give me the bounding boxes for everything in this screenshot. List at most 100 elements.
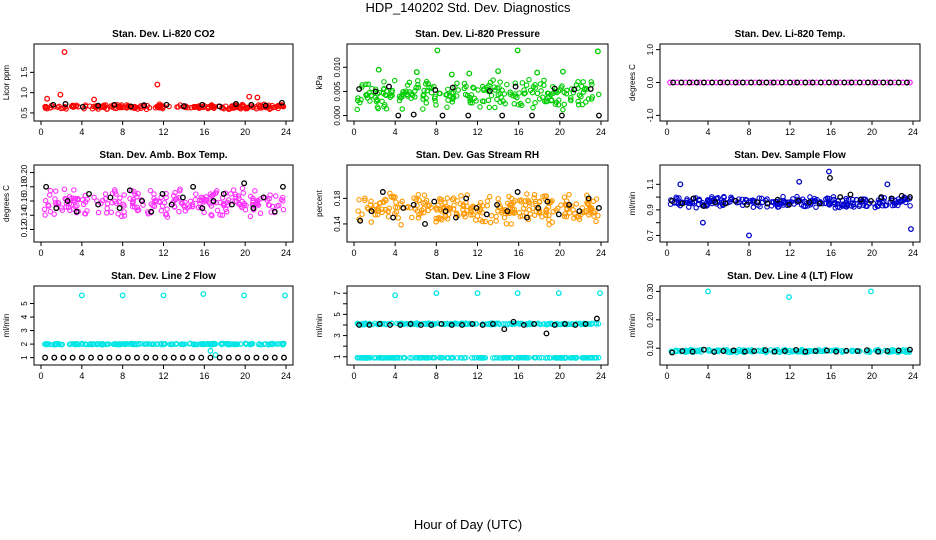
data-point xyxy=(827,174,833,181)
data-point xyxy=(241,292,248,299)
data-point xyxy=(477,355,483,361)
data-point xyxy=(511,101,517,107)
data-point xyxy=(217,199,224,206)
data-point xyxy=(66,341,73,348)
data-point xyxy=(906,346,913,353)
data-point xyxy=(484,84,490,91)
data-point xyxy=(462,91,469,98)
data-point xyxy=(412,94,418,100)
data-point xyxy=(386,355,392,361)
data-point xyxy=(450,195,457,201)
data-point xyxy=(504,81,510,88)
data-point xyxy=(368,208,375,215)
data-point xyxy=(499,208,505,214)
x-tick-label: 8 xyxy=(746,127,751,137)
data-point xyxy=(705,288,711,295)
y-tick-label: 0.14 xyxy=(20,207,29,223)
data-point xyxy=(741,348,748,355)
x-tick-label: 0 xyxy=(38,371,43,381)
data-point xyxy=(492,104,498,111)
data-point xyxy=(826,79,832,86)
data-point xyxy=(71,198,78,204)
data-point xyxy=(373,98,380,105)
data-point xyxy=(473,205,480,211)
data-point xyxy=(422,199,428,205)
data-point xyxy=(506,193,512,200)
data-point xyxy=(410,111,417,118)
data-point xyxy=(724,79,731,86)
data-point xyxy=(843,347,850,354)
data-point xyxy=(455,87,462,93)
x-tick-label: 24 xyxy=(908,127,918,137)
data-point xyxy=(501,326,508,333)
data-point xyxy=(433,218,439,225)
data-point xyxy=(416,354,423,361)
x-tick-label: 12 xyxy=(785,371,795,381)
data-point xyxy=(445,86,451,93)
data-point xyxy=(212,351,219,358)
data-point xyxy=(387,322,393,328)
data-point xyxy=(532,85,539,91)
data-point xyxy=(158,341,165,348)
data-point xyxy=(73,208,80,215)
x-tick-label: 24 xyxy=(908,371,918,381)
data-point xyxy=(236,195,242,202)
data-point xyxy=(796,178,803,185)
x-tick-label: 20 xyxy=(240,127,250,137)
data-point xyxy=(68,103,75,110)
chart-title: Stan. Dev. Li-820 CO2 xyxy=(112,29,215,40)
data-point xyxy=(522,202,529,209)
data-point xyxy=(514,290,521,297)
data-point xyxy=(812,348,819,355)
data-point xyxy=(199,101,206,108)
data-point xyxy=(132,191,138,197)
data-point xyxy=(796,348,802,354)
data-point xyxy=(163,211,170,218)
data-point xyxy=(127,195,133,202)
data-point xyxy=(466,70,473,77)
data-point xyxy=(563,213,570,220)
x-axis-label: Hour of Day (UTC) xyxy=(413,517,523,532)
data-point xyxy=(159,190,166,197)
data-point xyxy=(413,85,419,91)
data-point xyxy=(493,213,499,220)
data-point xyxy=(203,341,210,347)
data-point xyxy=(151,191,157,197)
data-point xyxy=(448,71,455,78)
x-tick-label: 16 xyxy=(199,127,209,137)
data-point xyxy=(413,69,420,76)
data-point xyxy=(53,188,59,194)
y-tick-label: 5 xyxy=(333,312,342,317)
data-point xyxy=(507,91,513,97)
data-point xyxy=(512,83,519,90)
data-point xyxy=(872,79,879,86)
data-point xyxy=(813,204,819,210)
data-point xyxy=(53,205,60,212)
data-point xyxy=(895,347,902,354)
data-point xyxy=(776,204,782,210)
data-point xyxy=(375,66,382,73)
data-point xyxy=(91,194,97,201)
data-point xyxy=(686,79,693,86)
data-point xyxy=(528,321,534,328)
data-point xyxy=(225,354,232,361)
data-point xyxy=(677,181,684,188)
data-point xyxy=(535,205,542,211)
data-point xyxy=(689,348,696,355)
data-point xyxy=(80,201,87,208)
data-point xyxy=(444,195,451,201)
data-point xyxy=(220,340,226,347)
data-point xyxy=(359,211,365,218)
data-point xyxy=(548,199,554,205)
x-tick-label: 8 xyxy=(120,127,125,137)
data-point xyxy=(787,79,793,86)
data-point xyxy=(711,348,718,355)
data-point xyxy=(59,341,65,348)
data-point xyxy=(467,99,474,106)
data-point xyxy=(82,103,89,110)
data-point xyxy=(45,202,51,208)
data-point xyxy=(575,214,582,220)
data-point xyxy=(465,112,472,119)
x-tick-label: 0 xyxy=(38,127,43,137)
